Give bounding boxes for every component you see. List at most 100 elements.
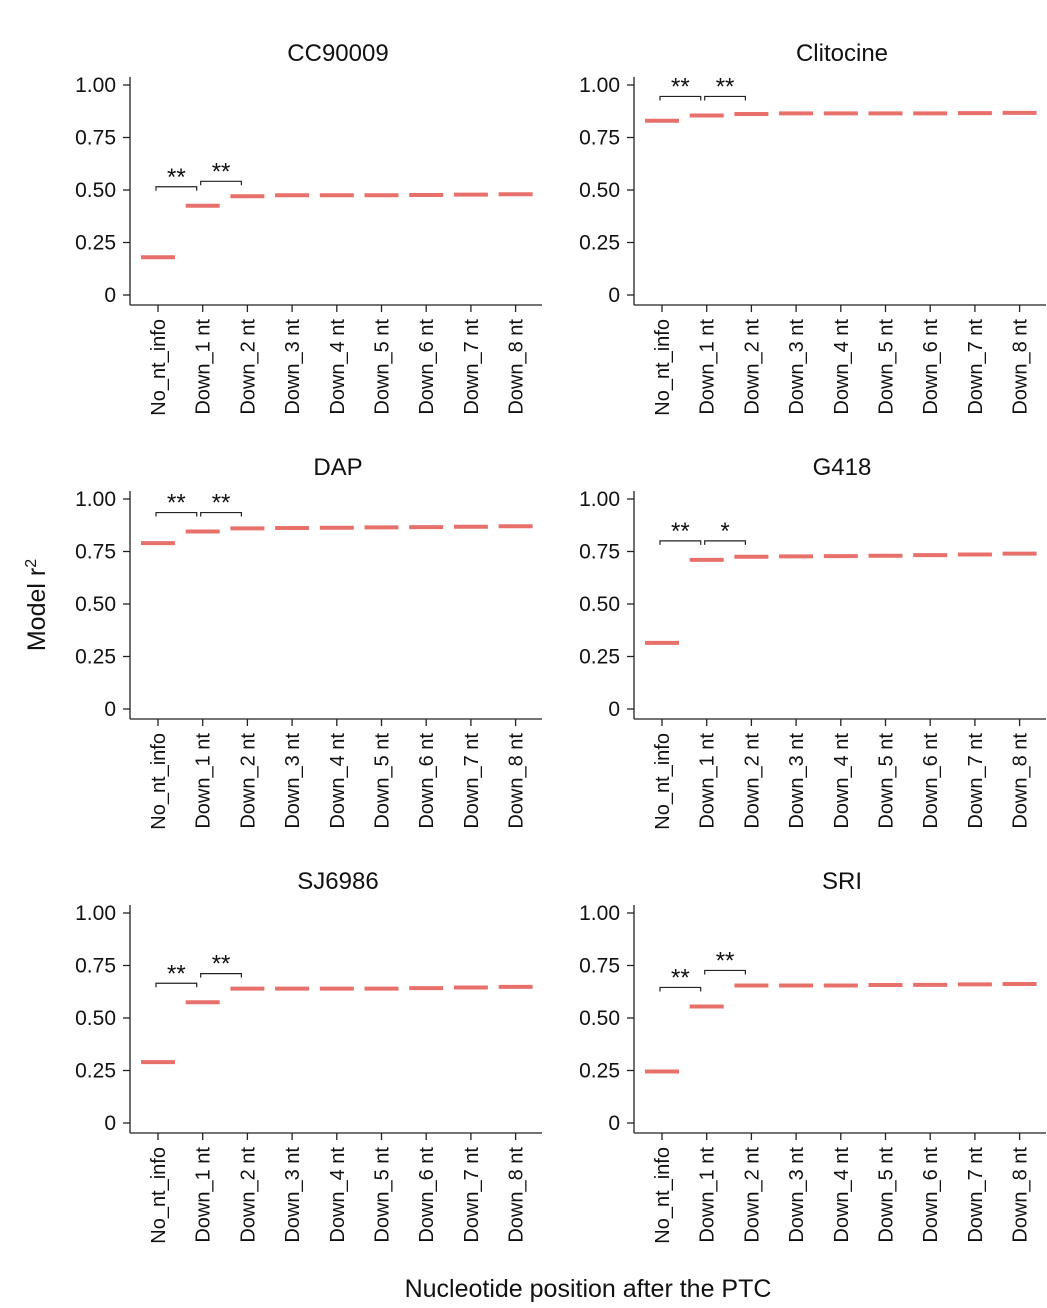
x-tick-label: Down_6 nt <box>416 1147 438 1243</box>
x-tick-label: Down_2 nt <box>237 319 259 415</box>
significance-bracket <box>200 973 242 978</box>
x-tick-label: Down_5 nt <box>876 733 898 829</box>
y-tick-label: 0.25 <box>75 646 116 669</box>
y-tick-label: 0 <box>104 1112 116 1135</box>
x-tick-label: Down_6 nt <box>416 733 438 829</box>
significance-label: ** <box>167 164 186 191</box>
x-tick-label: Down_3 nt <box>786 1147 808 1243</box>
x-tick-label: Down_3 nt <box>282 733 304 829</box>
significance-label: ** <box>167 490 186 517</box>
y-tick-label: 0 <box>608 284 620 307</box>
y-tick-label: 0.25 <box>579 232 620 255</box>
x-tick-label: Down_7 nt <box>461 733 483 829</box>
y-axis-label-text: Model r <box>23 568 51 651</box>
x-tick-label: Down_6 nt <box>920 319 942 415</box>
y-tick-label: 0 <box>608 698 620 721</box>
x-tick-label: Down_1 nt <box>697 1147 719 1243</box>
panel-title: G418 <box>813 454 872 481</box>
y-tick-label: 0.75 <box>579 127 620 150</box>
significance-bracket <box>659 95 702 101</box>
x-tick-label: Down_4 nt <box>327 319 349 415</box>
panel-5: SRI 0 0.25 0.50 0.75 1.00 No_nt_info Down_1 nt D… <box>579 868 1046 1244</box>
x-axis-label: Nucleotide position after the PTC <box>405 1275 772 1303</box>
y-tick-label: 0.75 <box>75 127 116 150</box>
x-tick-label: Down_4 nt <box>327 733 349 829</box>
y-tick-label: 0.25 <box>75 232 116 255</box>
x-tick-label: Down_2 nt <box>237 733 259 829</box>
x-tick-label: No_nt_info <box>652 319 674 416</box>
x-tick-label: No_nt_info <box>652 733 674 830</box>
significance-label: ** <box>671 73 690 100</box>
y-tick-label: 0.50 <box>579 593 620 616</box>
x-tick-label: Down_8 nt <box>1010 319 1032 415</box>
significance-label: ** <box>716 947 735 974</box>
x-tick-label: Down_3 nt <box>786 319 808 415</box>
x-tick-label: Down_6 nt <box>920 733 942 829</box>
x-tick-label: Down_5 nt <box>372 733 394 829</box>
x-tick-label: Down_1 nt <box>697 733 719 829</box>
x-tick-label: Down_4 nt <box>831 733 853 829</box>
significance-label: ** <box>167 960 186 987</box>
x-tick-label: Down_5 nt <box>876 1147 898 1243</box>
y-tick-label: 1.00 <box>75 488 116 511</box>
panel-1: Clitocine 0 0.25 0.50 0.75 1.00 No_nt_info Down… <box>579 40 1046 416</box>
x-tick-label: Down_8 nt <box>506 319 528 415</box>
x-tick-label: Down_2 nt <box>741 319 763 415</box>
x-tick-label: Down_7 nt <box>965 1147 987 1243</box>
panels-group: CC90009 0 0.25 0.50 0.75 1.00 No_nt_info Down_1… <box>75 40 1046 1244</box>
x-tick-label: No_nt_info <box>148 319 170 416</box>
x-tick-label: Down_7 nt <box>461 1147 483 1243</box>
y-tick-label: 0.50 <box>75 179 116 202</box>
x-tick-label: Down_1 nt <box>193 319 215 415</box>
x-tick-label: Down_8 nt <box>1010 733 1032 829</box>
x-tick-label: Down_7 nt <box>965 319 987 415</box>
x-tick-label: Down_4 nt <box>327 1147 349 1243</box>
panel-title: SRI <box>822 868 862 895</box>
x-tick-label: Down_5 nt <box>372 319 394 415</box>
significance-label: ** <box>212 490 231 517</box>
x-tick-label: Down_7 nt <box>965 733 987 829</box>
x-tick-label: Down_5 nt <box>876 319 898 415</box>
x-tick-label: Down_2 nt <box>741 1147 763 1243</box>
y-tick-label: 0.50 <box>75 593 116 616</box>
y-tick-label: 0 <box>608 1112 620 1135</box>
panel-title: CC90009 <box>287 40 388 67</box>
significance-bracket <box>704 95 746 101</box>
significance-bracket <box>200 511 242 517</box>
y-tick-label: 0.75 <box>579 541 620 564</box>
x-tick-label: Down_4 nt <box>831 1147 853 1243</box>
panel-4: SJ6986 0 0.25 0.50 0.75 1.00 No_nt_info Down_1 … <box>75 868 542 1244</box>
panel-title: DAP <box>313 454 362 481</box>
significance-bracket <box>659 540 702 545</box>
y-tick-label: 0.50 <box>75 1007 116 1030</box>
y-tick-label: 0.50 <box>579 179 620 202</box>
y-tick-label: 1.00 <box>75 74 116 97</box>
x-tick-label: Down_2 nt <box>741 733 763 829</box>
x-tick-label: Down_3 nt <box>282 319 304 415</box>
x-tick-label: Down_3 nt <box>282 1147 304 1243</box>
y-tick-label: 0.25 <box>75 1060 116 1083</box>
x-tick-label: No_nt_info <box>148 1147 170 1244</box>
significance-bracket <box>704 969 746 975</box>
x-tick-label: Down_2 nt <box>237 1147 259 1243</box>
x-tick-label: Down_3 nt <box>786 733 808 829</box>
x-tick-label: Down_6 nt <box>416 319 438 415</box>
y-tick-label: 0.25 <box>579 646 620 669</box>
panel-title: Clitocine <box>796 40 888 67</box>
x-tick-label: Down_8 nt <box>506 1147 528 1243</box>
x-tick-label: Down_5 nt <box>372 1147 394 1243</box>
y-tick-label: 1.00 <box>579 74 620 97</box>
y-tick-label: 1.00 <box>579 488 620 511</box>
x-tick-label: Down_1 nt <box>193 733 215 829</box>
significance-bracket <box>155 186 198 191</box>
significance-bracket <box>200 180 242 186</box>
significance-bracket <box>155 511 198 517</box>
x-tick-label: No_nt_info <box>652 1147 674 1244</box>
y-tick-label: 0.75 <box>75 541 116 564</box>
x-tick-label: Down_4 nt <box>831 319 853 415</box>
y-tick-label: 0 <box>104 284 116 307</box>
y-axis-label: Model r2 <box>23 559 51 651</box>
significance-bracket <box>659 986 702 992</box>
panel-0: CC90009 0 0.25 0.50 0.75 1.00 No_nt_info Down_1… <box>75 40 542 416</box>
